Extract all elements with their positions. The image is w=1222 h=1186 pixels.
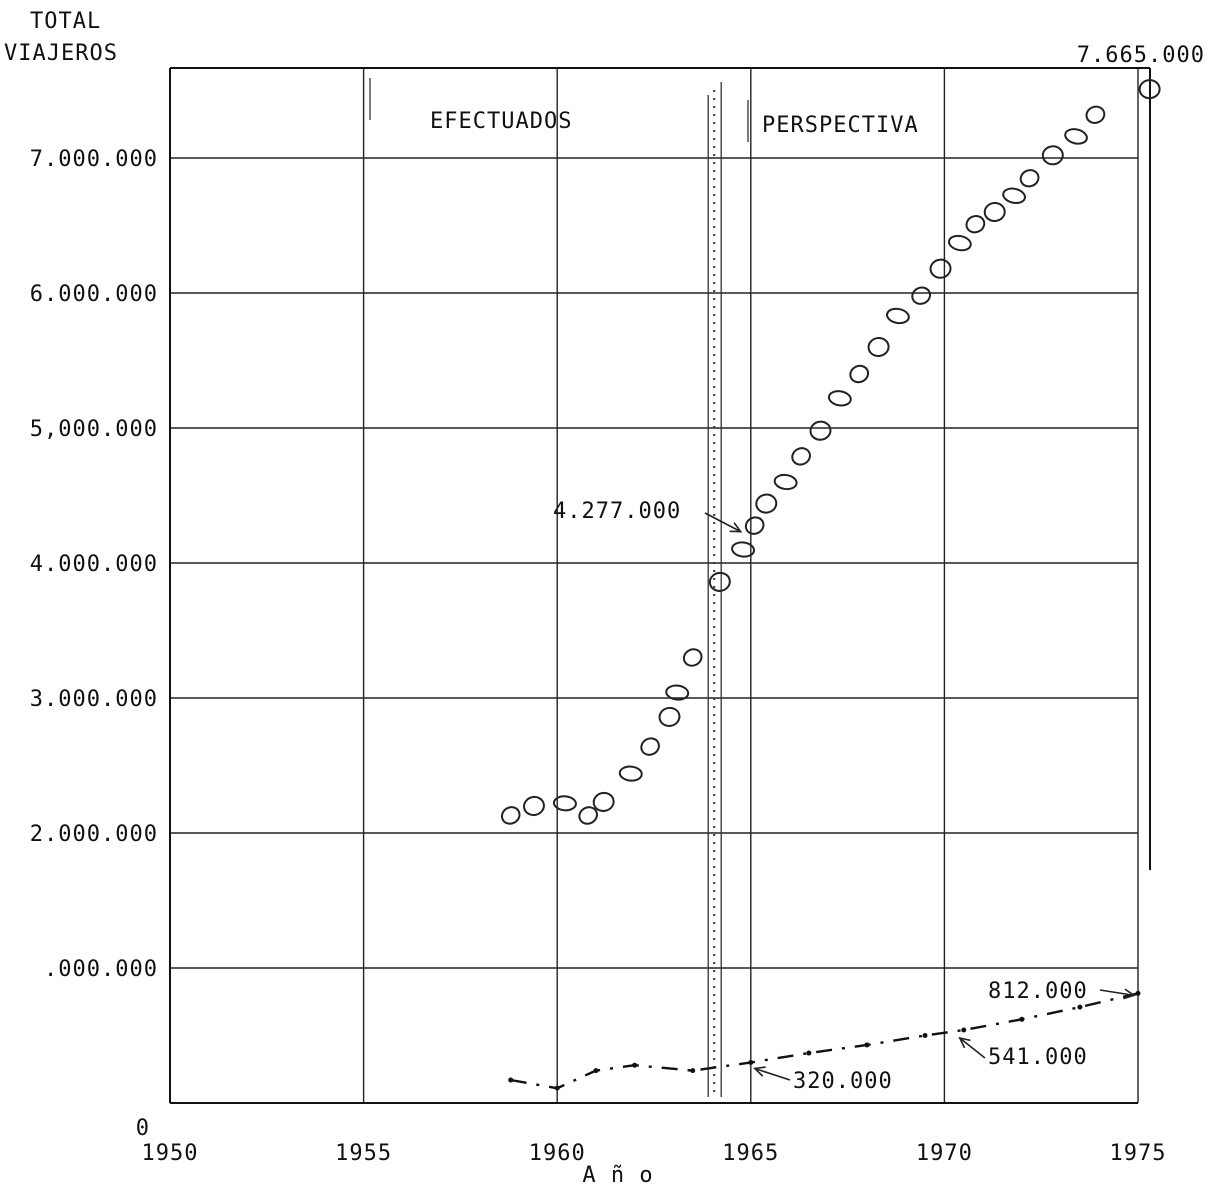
y-tick-label: 4.000.000: [30, 552, 158, 577]
data-point-dash-dot: [508, 1077, 514, 1083]
x-tick-label: 1965: [722, 1141, 779, 1166]
data-point-total-viajeros: [1138, 79, 1161, 100]
annotation-541000-arrow-head: [958, 1036, 971, 1049]
data-point-total-viajeros: [983, 201, 1006, 223]
annotation-812000-arrow-head: [1123, 988, 1136, 1000]
x-tick-label: 1960: [529, 1141, 586, 1166]
data-point-total-viajeros: [929, 258, 952, 279]
data-point-total-viajeros: [948, 234, 972, 252]
data-point-total-viajeros: [552, 795, 577, 812]
data-point-total-viajeros: [523, 795, 545, 817]
data-point-total-viajeros: [773, 473, 798, 491]
data-point-dash-dot: [961, 1027, 967, 1033]
data-point-total-viajeros: [578, 806, 598, 825]
x-tick-label: 1970: [916, 1141, 973, 1166]
y-axis-title-line-2: VIAJEROS: [4, 41, 118, 66]
data-point-total-viajeros: [1064, 128, 1088, 145]
y-axis-title-line-1: TOTAL: [30, 9, 101, 34]
data-point-dash-dot: [593, 1068, 599, 1074]
x-axis-title: A ñ o: [582, 1163, 653, 1186]
series-layer: [500, 79, 1161, 1091]
data-point-total-viajeros: [827, 390, 852, 407]
data-point-dash-dot: [632, 1062, 638, 1068]
x-tick-label: 1950: [142, 1141, 199, 1166]
y-tick-label: 6.000.000: [30, 282, 158, 307]
data-point-total-viajeros: [500, 806, 521, 825]
y-tick-label: 7.000.000: [30, 147, 158, 172]
annotation-4277000: 4.277.000: [553, 499, 681, 524]
y-tick-label: 0: [136, 1116, 150, 1141]
annotation-320000-arrow: [754, 1067, 791, 1081]
data-point-total-viajeros: [809, 420, 832, 441]
data-point-dash-dot: [1135, 990, 1141, 996]
data-point-total-viajeros: [791, 447, 811, 466]
y-tick-label: 3.000.000: [30, 687, 158, 712]
data-point-total-viajeros: [911, 286, 932, 305]
divider-layer: [369, 78, 749, 1097]
annotation-812000: 812.000: [988, 979, 1088, 1004]
annotation-layer: 7.665.000 4.277.000 812.000 541.000 320.000: [553, 43, 1205, 1094]
data-point-dash-dot: [864, 1042, 870, 1048]
grid-layer: [169, 67, 1151, 1104]
region-label-perspectiva: PERSPECTIVA: [762, 113, 919, 138]
data-point-dash-dot: [922, 1033, 928, 1038]
data-point-total-viajeros: [1019, 169, 1040, 188]
y-tick-label: 2.000.000: [30, 822, 158, 847]
data-point-total-viajeros: [731, 541, 756, 558]
data-point-total-viajeros: [1002, 187, 1026, 205]
annotation-812000-arrow: [1099, 989, 1135, 997]
data-point-dash-dot: [748, 1060, 754, 1065]
region-label-efectuados: EFECTUADOS: [430, 109, 572, 134]
data-point-total-viajeros: [1085, 105, 1106, 124]
data-point-total-viajeros: [886, 307, 910, 325]
data-point-dash-dot: [690, 1068, 696, 1074]
x-tick-label: 1955: [335, 1141, 392, 1166]
data-point-total-viajeros: [658, 706, 681, 727]
data-point-total-viajeros: [592, 791, 615, 812]
data-point-dash-dot: [1019, 1016, 1025, 1022]
annotation-541000: 541.000: [988, 1045, 1088, 1070]
data-point-total-viajeros: [867, 336, 890, 358]
data-point-total-viajeros: [755, 493, 778, 514]
annotation-4277000-arrow-head: [729, 522, 743, 533]
annotation-7665000: 7.665.000: [1077, 43, 1205, 68]
data-point-total-viajeros: [618, 765, 643, 782]
y-tick-label: 5,000.000: [30, 417, 158, 442]
label-layer: TOTAL VIAJEROS A ñ o EFECTUADOS PERSPECT…: [4, 9, 1167, 1186]
annotation-541000-arrow: [959, 1037, 986, 1059]
data-point-dash-dot: [1077, 1004, 1083, 1010]
data-point-total-viajeros: [1041, 145, 1064, 166]
data-point-total-viajeros: [640, 737, 660, 756]
annotation-4277000-arrow: [704, 512, 742, 533]
data-point-total-viajeros: [708, 571, 731, 592]
data-point-total-viajeros: [965, 215, 986, 234]
data-point-dash-dot: [554, 1085, 560, 1091]
data-point-total-viajeros: [744, 516, 765, 535]
annotation-320000: 320.000: [793, 1069, 893, 1094]
data-point-total-viajeros: [849, 364, 870, 384]
data-point-total-viajeros: [665, 684, 690, 701]
x-tick-label: 1975: [1110, 1141, 1167, 1166]
y-tick-label: .000.000: [44, 957, 158, 982]
data-point-dash-dot: [806, 1050, 812, 1056]
annotation-320000-arrow-head: [753, 1066, 766, 1077]
data-point-total-viajeros: [682, 648, 703, 667]
